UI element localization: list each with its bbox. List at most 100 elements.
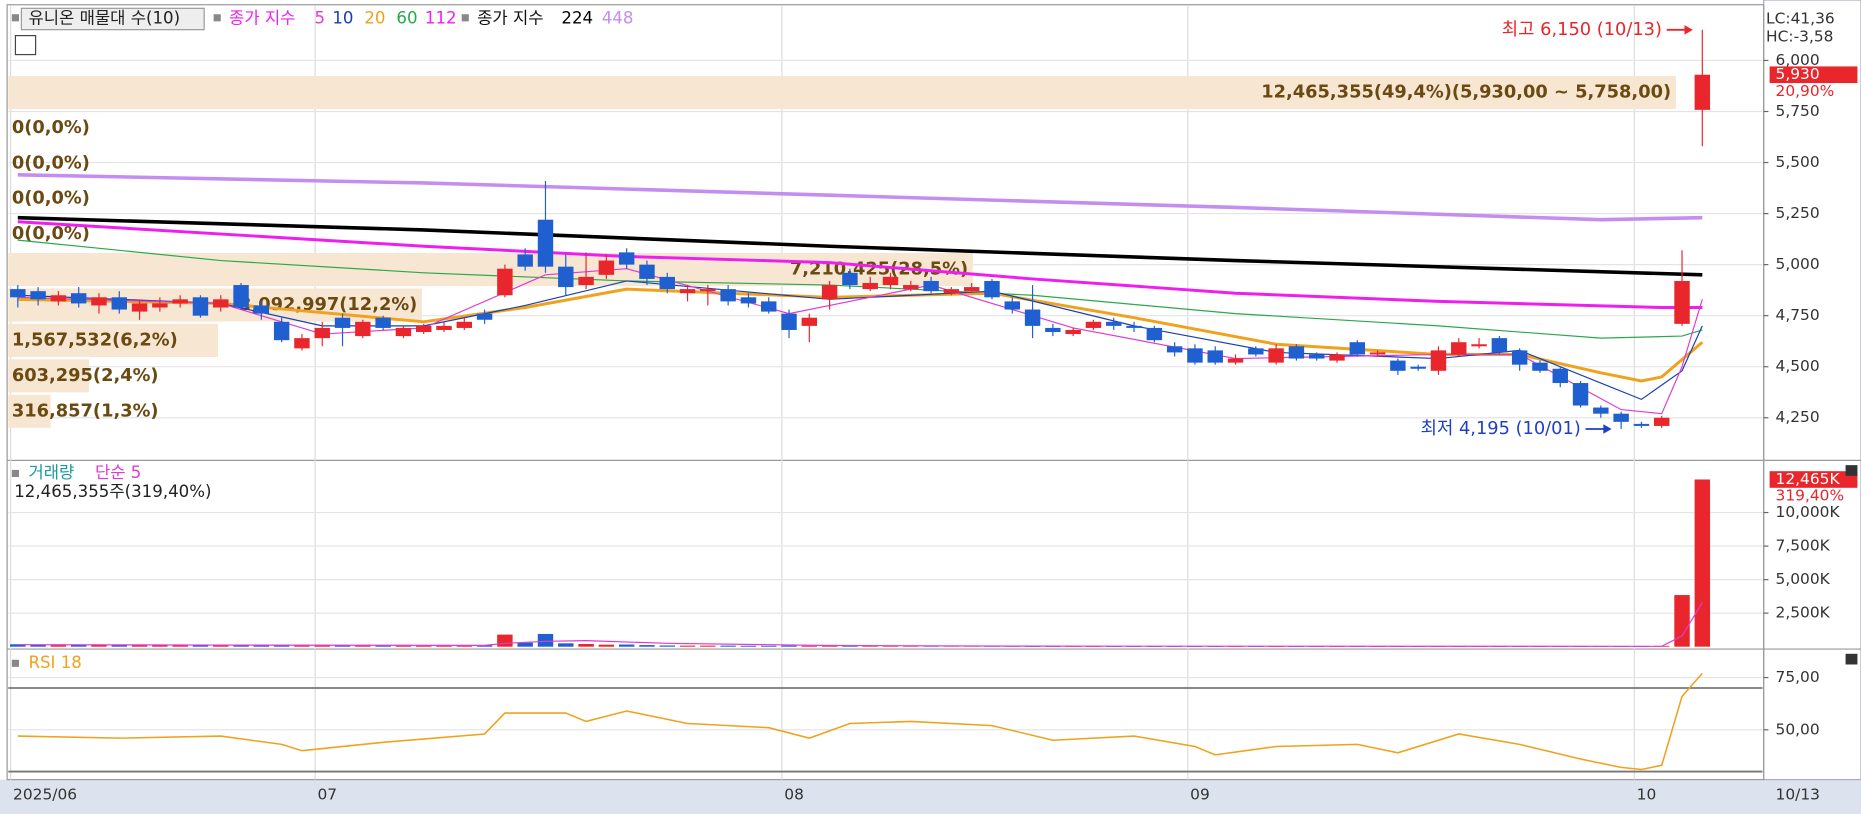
candle-body bbox=[375, 317, 391, 328]
volume-info: 12,465,355주(319,40%) bbox=[14, 482, 211, 501]
candle-body bbox=[30, 291, 46, 300]
close-button[interactable] bbox=[1845, 653, 1858, 665]
moving-average-line bbox=[17, 220, 1703, 309]
candle-body bbox=[1613, 413, 1629, 422]
volume-bar bbox=[436, 645, 452, 647]
ma-legend: 10 bbox=[332, 8, 353, 27]
moving-average-line bbox=[17, 268, 1703, 415]
candle-body bbox=[1126, 325, 1142, 328]
profile-button[interactable] bbox=[20, 7, 205, 31]
volume-bar bbox=[862, 645, 878, 647]
table-icon[interactable] bbox=[14, 35, 37, 56]
candle-body bbox=[679, 289, 696, 294]
marks: 2025/06 07 08 09 10 4,250 4,500 4,750 5,000 5,250… bbox=[8, 5, 1858, 804]
volume-bar bbox=[415, 645, 432, 647]
volume-bar bbox=[111, 645, 127, 647]
date-label: 09 bbox=[1190, 786, 1210, 804]
candle-body bbox=[862, 283, 878, 290]
volume-ma-legend: 단순 5 bbox=[95, 463, 141, 482]
moving-average-line bbox=[17, 287, 1704, 383]
y-tick-label: 10,000K bbox=[1776, 503, 1841, 521]
volume-bar bbox=[618, 644, 635, 647]
candle-body bbox=[1471, 344, 1487, 347]
volume-bar bbox=[903, 646, 919, 647]
candle-body bbox=[1085, 321, 1102, 328]
volume-bar bbox=[50, 645, 67, 647]
volume-bar bbox=[213, 645, 229, 647]
volume-bar bbox=[679, 645, 696, 647]
plot-border bbox=[6, 4, 1765, 781]
candle-body bbox=[1390, 360, 1406, 371]
volume-bar bbox=[233, 645, 249, 647]
candle-body bbox=[1004, 301, 1020, 310]
legend-icon bbox=[11, 469, 19, 478]
volume-bar bbox=[781, 645, 797, 647]
candle-body bbox=[476, 313, 493, 320]
ma-legend-group: 종가 지수 bbox=[229, 8, 295, 27]
volume-profile-label: 0(0,0%) bbox=[12, 152, 90, 173]
candle-body bbox=[1694, 74, 1711, 110]
candle-body bbox=[720, 289, 736, 302]
candle-body bbox=[537, 219, 554, 267]
annotation: 최저 4,195 (10/01) bbox=[1421, 418, 1581, 439]
volume-bar bbox=[456, 645, 473, 647]
y-tick-label: 6,000 bbox=[1776, 51, 1820, 69]
candle-body bbox=[761, 301, 777, 312]
candle-body bbox=[903, 285, 919, 290]
candle-body bbox=[659, 276, 675, 290]
candle-body bbox=[842, 272, 858, 286]
candle-body bbox=[943, 289, 960, 294]
candle-body bbox=[1065, 329, 1081, 335]
candle-body bbox=[273, 321, 290, 341]
candle-body bbox=[963, 287, 980, 292]
y-tick-label: 5,000 bbox=[1776, 255, 1820, 273]
candle-body bbox=[1572, 383, 1589, 406]
candle-body bbox=[1329, 354, 1345, 361]
candle-body bbox=[1674, 280, 1690, 324]
volume-profile-label: 1,567,532(6,2%) bbox=[12, 329, 178, 350]
candle-body bbox=[1268, 348, 1284, 363]
volume-profile-label: 603,295(2,4%) bbox=[12, 365, 159, 386]
ma-legend: 224 bbox=[561, 8, 593, 27]
volume-bar bbox=[192, 645, 209, 647]
ma-legend: 20 bbox=[364, 8, 385, 27]
candle-body bbox=[923, 280, 939, 292]
price-tag bbox=[1769, 66, 1858, 84]
volume-tag bbox=[1769, 471, 1858, 488]
annotation: 최고 6,150 (10/13) bbox=[1502, 19, 1662, 40]
candle-body bbox=[618, 252, 635, 265]
moving-average-line bbox=[17, 173, 1703, 222]
legend-icon bbox=[11, 14, 19, 22]
candle-body bbox=[253, 305, 270, 314]
close-button[interactable] bbox=[1845, 465, 1858, 476]
ma-legend: 112 bbox=[425, 8, 457, 27]
volume-bar bbox=[497, 634, 513, 647]
candle-body bbox=[1532, 362, 1548, 371]
y-tick-label: 75,00 bbox=[1776, 668, 1820, 686]
rsi-line bbox=[17, 672, 1703, 771]
y-tick-label: 5,500 bbox=[1776, 153, 1820, 171]
candle-body bbox=[1248, 348, 1264, 355]
candle-body bbox=[821, 285, 838, 300]
candle-body bbox=[213, 299, 229, 308]
volume-bar bbox=[700, 645, 716, 647]
volume-bar bbox=[70, 644, 87, 647]
candle-body bbox=[91, 297, 107, 306]
volume-bar bbox=[10, 644, 26, 647]
candle-body bbox=[415, 325, 432, 333]
candle-body bbox=[700, 289, 716, 292]
ma-legend: 60 bbox=[396, 8, 417, 27]
candle-body bbox=[50, 295, 67, 302]
volume-profile-bar bbox=[8, 394, 51, 428]
candle-body bbox=[1227, 358, 1244, 363]
candle-body bbox=[70, 293, 87, 304]
volume-bar bbox=[740, 645, 757, 647]
volume-bar bbox=[720, 645, 736, 647]
candle-body bbox=[781, 313, 797, 330]
candle-body bbox=[294, 338, 310, 349]
candle-body bbox=[1024, 309, 1041, 326]
volume-bar bbox=[355, 645, 371, 647]
profile-legend: 유니온 매물대 수(10) bbox=[28, 8, 180, 27]
